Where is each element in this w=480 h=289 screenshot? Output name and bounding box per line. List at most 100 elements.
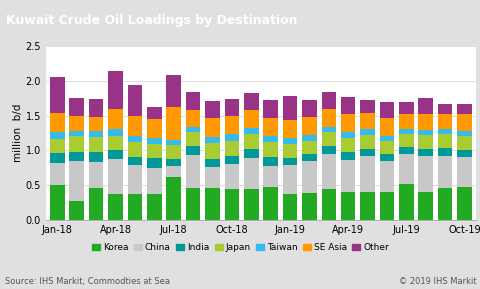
Bar — [205, 101, 219, 118]
Bar — [301, 154, 316, 161]
Bar — [340, 97, 355, 114]
Bar — [166, 140, 180, 145]
Bar — [456, 104, 471, 114]
Bar — [243, 93, 258, 110]
Bar — [340, 138, 355, 152]
Bar — [340, 114, 355, 132]
Bar — [418, 98, 432, 114]
Bar — [379, 118, 394, 136]
Bar — [340, 152, 355, 160]
Bar — [301, 161, 316, 193]
Bar — [127, 85, 142, 116]
Text: Kuwait Crude Oil Loadings by Destination: Kuwait Crude Oil Loadings by Destination — [6, 14, 297, 27]
Bar — [147, 138, 161, 144]
Bar — [418, 130, 432, 135]
Bar — [360, 149, 374, 156]
Bar — [437, 134, 452, 148]
Bar — [89, 188, 103, 220]
Bar — [224, 140, 239, 156]
Bar — [456, 150, 471, 157]
Bar — [185, 188, 200, 220]
Bar — [418, 135, 432, 149]
Bar — [379, 154, 394, 161]
Bar — [321, 132, 336, 146]
Bar — [340, 160, 355, 192]
Bar — [456, 131, 471, 136]
Text: Source: IHS Markit, Commodties at Sea: Source: IHS Markit, Commodties at Sea — [5, 277, 169, 286]
Bar — [147, 168, 161, 194]
Legend: Korea, China, India, Japan, Taiwan, SE Asia, Other: Korea, China, India, Japan, Taiwan, SE A… — [88, 239, 392, 255]
Bar — [321, 189, 336, 220]
Bar — [379, 102, 394, 118]
Bar — [166, 107, 180, 140]
Bar — [340, 192, 355, 220]
Bar — [360, 192, 374, 220]
Bar — [360, 100, 374, 113]
Bar — [166, 75, 180, 107]
Bar — [205, 159, 219, 167]
Bar — [50, 163, 64, 185]
Bar — [89, 117, 103, 131]
Bar — [108, 159, 122, 194]
Bar — [263, 157, 277, 166]
Bar — [127, 165, 142, 194]
Bar — [437, 188, 452, 220]
Bar — [108, 136, 122, 150]
Bar — [282, 165, 297, 194]
Bar — [166, 159, 180, 166]
Bar — [69, 131, 84, 136]
Bar — [321, 92, 336, 109]
Bar — [50, 77, 64, 113]
Bar — [418, 156, 432, 192]
Bar — [437, 129, 452, 134]
Bar — [50, 185, 64, 220]
Bar — [398, 184, 413, 220]
Bar — [69, 98, 84, 116]
Bar — [301, 193, 316, 220]
Bar — [185, 92, 200, 110]
Bar — [185, 146, 200, 155]
Bar — [243, 158, 258, 189]
Bar — [418, 114, 432, 130]
Bar — [127, 157, 142, 165]
Bar — [243, 128, 258, 134]
Bar — [89, 162, 103, 188]
Bar — [398, 129, 413, 134]
Bar — [263, 118, 277, 136]
Bar — [398, 154, 413, 184]
Bar — [379, 136, 394, 140]
Bar — [108, 129, 122, 136]
Bar — [243, 189, 258, 220]
Bar — [224, 156, 239, 164]
Bar — [418, 192, 432, 220]
Bar — [147, 107, 161, 119]
Bar — [243, 110, 258, 128]
Bar — [147, 194, 161, 220]
Bar — [379, 192, 394, 220]
Bar — [185, 127, 200, 132]
Bar — [360, 129, 374, 135]
Bar — [69, 201, 84, 220]
Bar — [437, 104, 452, 114]
Bar — [282, 194, 297, 220]
Bar — [205, 137, 219, 143]
Bar — [263, 187, 277, 220]
Bar — [321, 154, 336, 189]
Bar — [108, 150, 122, 159]
Bar — [243, 149, 258, 158]
Bar — [379, 140, 394, 154]
Bar — [224, 164, 239, 189]
Bar — [69, 116, 84, 131]
Bar — [147, 119, 161, 138]
Bar — [243, 134, 258, 149]
Bar — [185, 155, 200, 188]
Bar — [147, 144, 161, 158]
Bar — [418, 149, 432, 156]
Bar — [166, 145, 180, 159]
Bar — [456, 187, 471, 220]
Bar — [282, 121, 297, 138]
Bar — [205, 167, 219, 188]
Bar — [321, 127, 336, 132]
Bar — [89, 137, 103, 152]
Bar — [263, 166, 277, 187]
